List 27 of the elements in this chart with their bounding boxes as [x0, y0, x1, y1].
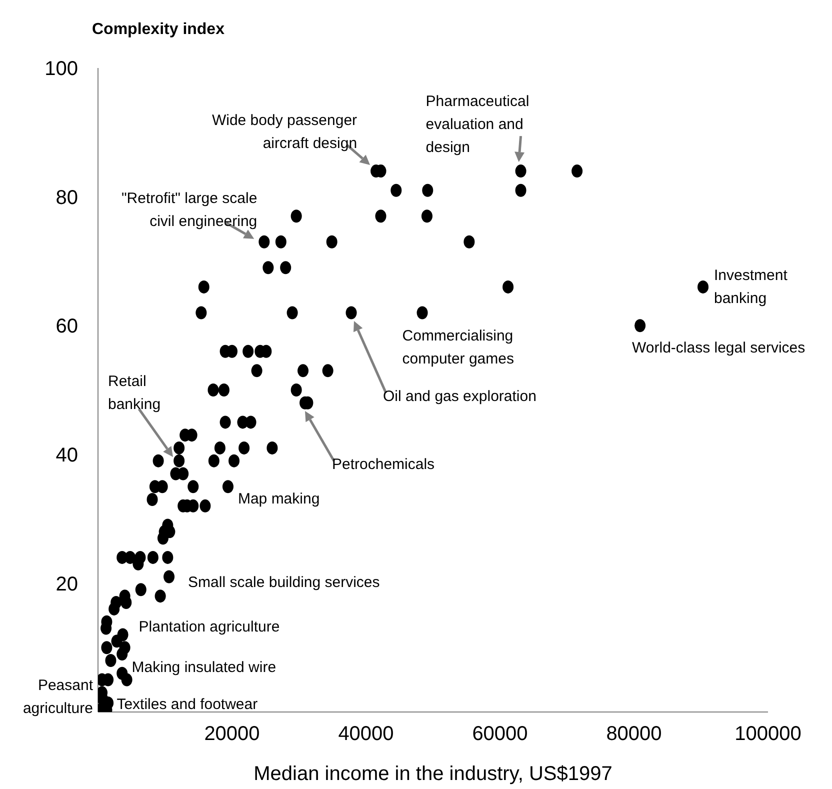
annotation: Commercialising computer games [402, 328, 514, 368]
annotation: Small scale building services [188, 574, 380, 591]
annotation: Petrochemicals [332, 456, 435, 473]
x-tick-label: 100000 [734, 723, 802, 746]
annotation: Making insulated wire [132, 658, 276, 676]
y-tick-label: 100 [44, 58, 78, 80]
annotation: World-class legal services [632, 340, 806, 357]
annotation: Peasant agriculture [22, 677, 94, 718]
x-tick-label: 20000 [204, 723, 260, 746]
annotation: Investment banking [714, 266, 788, 307]
annotation: "Retrofit" large scale civil engineering [121, 190, 258, 230]
y-tick-label: 60 [56, 316, 78, 338]
x-tick-label: 40000 [338, 723, 394, 746]
annotation: Oil and gas exploration [383, 388, 536, 405]
annotation: Textiles and footwear [116, 696, 258, 714]
annotation: Pharmaceutical evaluation and design [426, 93, 530, 156]
annotation: Map making [238, 490, 320, 508]
x-axis-title: Median income in the industry, US$1997 [254, 763, 612, 785]
y-tick-label: 40 [56, 444, 78, 466]
x-tick-label: 60000 [472, 723, 528, 746]
x-tick-label: 80000 [606, 723, 662, 746]
annotation: Retail banking [108, 373, 161, 413]
annotation: Wide body passenger aircraft design [212, 112, 358, 152]
y-tick-label: 20 [56, 573, 78, 596]
y-axis-title: Complexity index [92, 21, 225, 38]
y-tick-label: 80 [56, 186, 78, 209]
annotation: Plantation agriculture [138, 618, 280, 636]
